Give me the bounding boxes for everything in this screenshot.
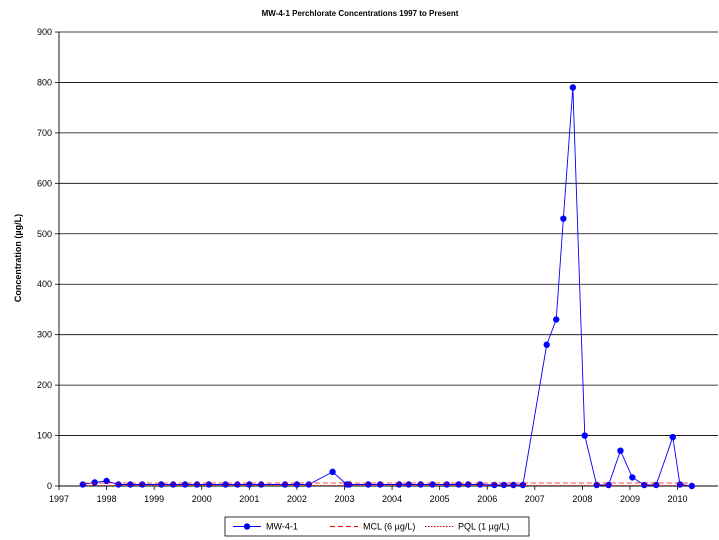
data-point: [500, 481, 508, 489]
x-tick-label: 1998: [97, 494, 117, 504]
y-tick-label: 400: [37, 279, 52, 289]
data-point: [329, 468, 336, 476]
x-tick-label: 1999: [144, 494, 164, 504]
y-tick-label: 500: [37, 229, 52, 239]
data-point: [103, 477, 110, 485]
x-tick-label: 2004: [382, 494, 402, 504]
gridlines: [59, 31, 718, 436]
data-point: [510, 481, 517, 489]
data-point: [560, 215, 567, 222]
y-tick-label: 900: [37, 27, 52, 37]
legend-label: PQL (1 µg/L): [458, 522, 509, 532]
legend-label: MW-4-1: [266, 522, 298, 532]
y-tick-label: 100: [37, 431, 52, 441]
y-tick-label: 200: [37, 380, 52, 390]
x-tick-label: 2009: [620, 494, 640, 504]
data-point: [593, 481, 600, 489]
x-axis-ticks: 1997 1998 1999 2000 2001 2002 2003 2004 2005 2006…: [49, 486, 688, 504]
data-point: [543, 341, 550, 348]
x-tick-label: 2002: [287, 494, 307, 504]
data-point: [669, 433, 676, 441]
x-tick-label: 2005: [430, 494, 450, 504]
x-tick-label: 2001: [239, 494, 259, 504]
data-point: [605, 481, 612, 489]
legend-box: [224, 516, 530, 537]
data-point: [617, 447, 624, 454]
y-tick-label: 0: [47, 481, 52, 491]
x-tick-label: 1997: [49, 494, 69, 504]
data-point: [91, 479, 98, 486]
x-tick-label: 2007: [525, 494, 545, 504]
data-point: [553, 316, 560, 323]
legend: MW-4-1 MCL (6 µg/L) PQL (1 µg/L): [224, 516, 530, 537]
data-point: [569, 84, 577, 91]
data-point: [641, 481, 648, 489]
data-point: [581, 432, 588, 439]
y-tick-label: 600: [37, 178, 52, 188]
x-tick-label: 2008: [572, 494, 592, 504]
chart-title: MW-4-1 Perchlorate Concentrations 1997 t…: [262, 9, 459, 18]
x-tick-label: 2000: [192, 494, 212, 504]
data-point: [629, 474, 636, 481]
data-point: [688, 482, 696, 490]
data-point: [491, 481, 498, 489]
data-point: [519, 481, 527, 489]
y-axis-label: Concentration (µg/L): [13, 214, 23, 302]
data-point: [158, 481, 165, 488]
legend-label: MCL (6 µg/L): [363, 522, 415, 532]
data-series: [79, 84, 696, 490]
data-point: [652, 481, 660, 489]
y-tick-label: 800: [37, 77, 52, 87]
x-tick-label: 2010: [668, 494, 688, 504]
y-tick-label: 700: [37, 128, 52, 138]
y-tick-label: 300: [37, 330, 52, 340]
y-axis-ticks: 0 100 200 300 400 500 600 700 800 900: [37, 27, 59, 491]
x-tick-label: 2006: [477, 494, 497, 504]
legend-marker: [243, 523, 251, 530]
x-tick-label: 2003: [334, 494, 354, 504]
